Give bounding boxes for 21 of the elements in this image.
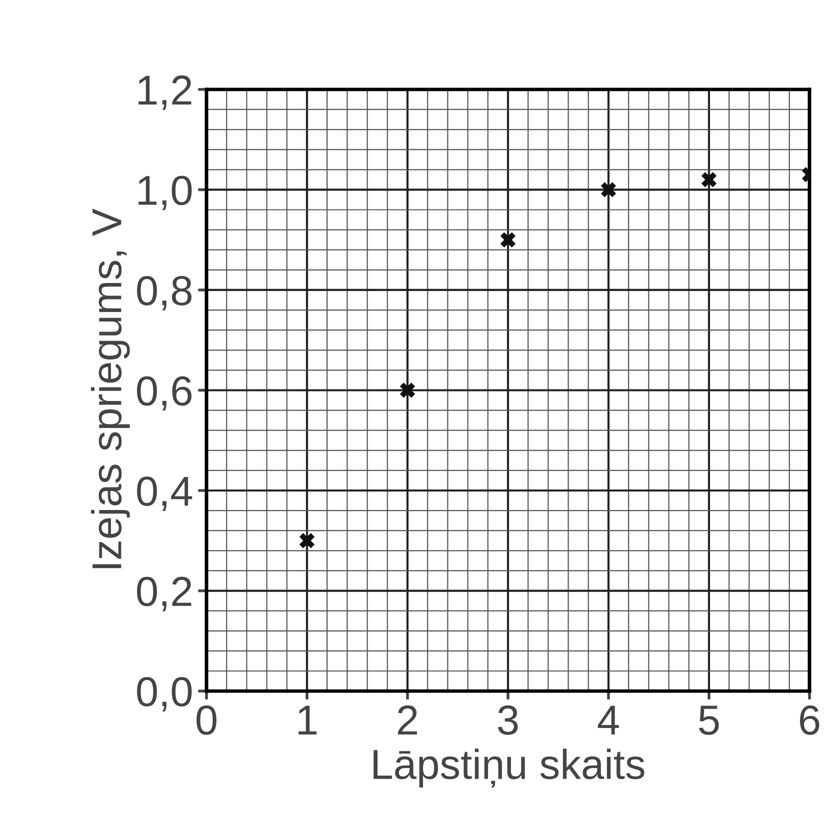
y-tick-label: 1,0	[138, 176, 192, 210]
x-tick-label: 5	[699, 706, 719, 735]
x-axis-title: Lāpstiņu skaits	[374, 748, 644, 788]
x-tick-label: 6	[800, 705, 820, 735]
y-tick-label: 0,2	[137, 576, 192, 612]
point	[400, 382, 416, 398]
y-tick-label: 1,2	[138, 75, 192, 110]
x-tick-label: 0	[196, 705, 216, 735]
point	[500, 232, 516, 248]
y-axis-title: Izejas spriegums, V	[90, 208, 130, 568]
y-tick-label: 0,4	[137, 476, 192, 511]
y-tick-label: 0,0	[137, 677, 192, 712]
point	[600, 182, 616, 198]
y-tick-label: 0,6	[137, 376, 192, 411]
point	[299, 533, 315, 548]
x-tick-label: 3	[498, 705, 518, 735]
x-tick-label: 2	[398, 705, 417, 734]
y-tick-label: 0,8	[137, 276, 192, 310]
point	[701, 172, 717, 188]
x-tick-label: 1	[298, 706, 317, 734]
x-tick-label: 4	[598, 706, 619, 734]
